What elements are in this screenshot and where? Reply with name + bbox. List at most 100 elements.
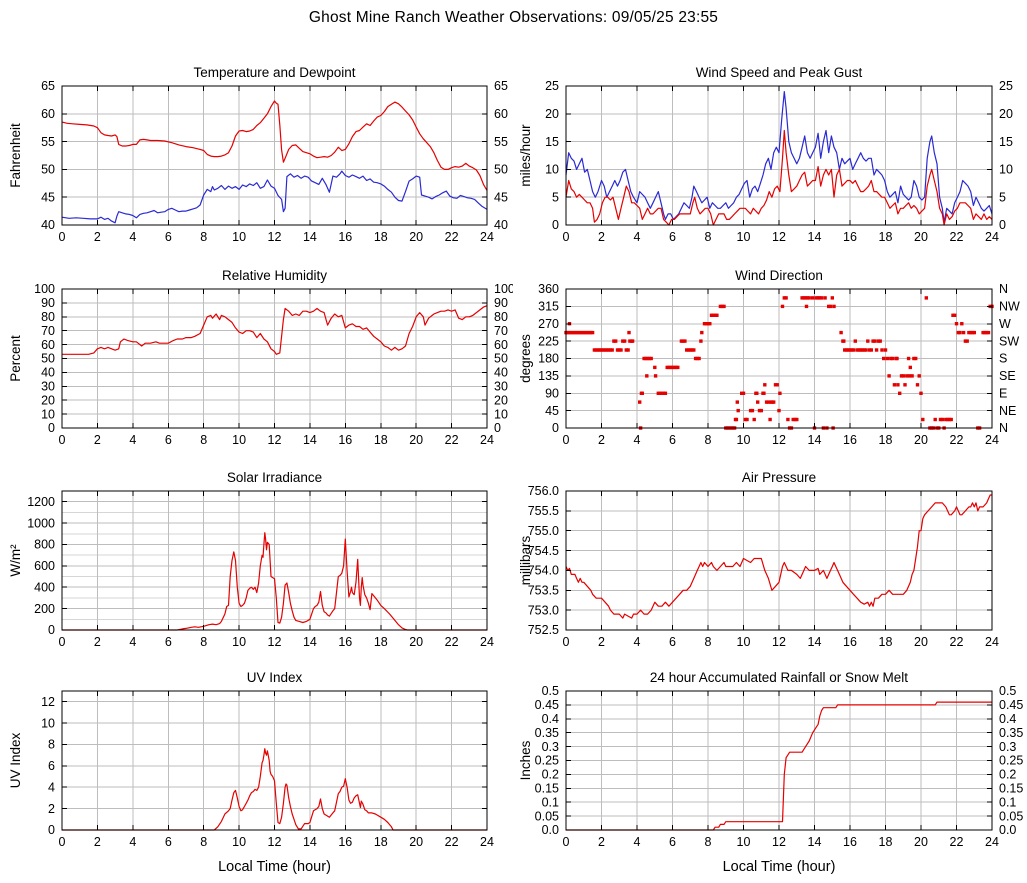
x-tick-label: 18 (374, 835, 388, 849)
y-tick-label: 60 (41, 338, 55, 352)
y-tick-label: 270 (538, 317, 559, 331)
y-tick-label-right: 0.3 (999, 740, 1016, 754)
y-axis-label: Fahrenheit (8, 123, 23, 188)
y-tick-label: 55 (41, 135, 55, 149)
x-tick-label: 4 (129, 230, 136, 244)
x-axis-label: Local Time (hour) (723, 859, 836, 875)
y-tick-label-right: N (999, 421, 1008, 435)
x-tick-label: 2 (94, 835, 101, 849)
y-tick-label-right: 0.1 (999, 795, 1016, 809)
y-axis-label: UV Index (8, 732, 23, 788)
chart-air-pressure: 752.5 753.0 753.5 754.0 754.5 755.0 755.5 756.0… (518, 470, 999, 649)
x-tick-label: 22 (445, 635, 459, 649)
x-tick-label: 20 (409, 230, 423, 244)
x-tick-label: 14 (303, 635, 317, 649)
y-tick-label: 755.5 (528, 504, 559, 518)
x-tick-label: 20 (914, 835, 928, 849)
chart-title: Wind Speed and Peak Gust (696, 65, 863, 80)
y-tick-label: 756.0 (528, 484, 559, 498)
x-tick-label: 12 (772, 230, 786, 244)
y-tick-label-right: 0 (494, 421, 501, 435)
x-tick-label: 8 (200, 635, 207, 649)
y-tick-label: 225 (538, 334, 559, 348)
y-axis-label: W/m² (8, 544, 23, 577)
x-tick-label: 24 (480, 835, 494, 849)
x-tick-label: 4 (129, 835, 136, 849)
y-tick-label: 1200 (27, 495, 55, 509)
y-tick-label: 754.5 (528, 544, 559, 558)
y-tick-label: 65 (41, 79, 55, 93)
y-tick-label: 25 (545, 79, 559, 93)
x-tick-label: 0 (563, 433, 570, 447)
x-tick-label: 18 (879, 635, 893, 649)
y-tick-label-right: NW (999, 300, 1020, 314)
y-tick-label: 0.05 (535, 809, 559, 823)
y-tick-label: 600 (34, 559, 55, 573)
x-tick-label: 22 (950, 835, 964, 849)
y-tick-label-right: 20 (999, 107, 1013, 121)
y-tick-label-right: 45 (494, 190, 508, 204)
y-tick-label-right: 5 (999, 190, 1006, 204)
y-tick-label: 0 (48, 421, 55, 435)
y-tick-label-right: E (999, 386, 1007, 400)
y-tick-label: 10 (41, 407, 55, 421)
y-tick-label: 0.1 (542, 795, 559, 809)
x-tick-label: 0 (59, 835, 66, 849)
series-irradiance (62, 532, 487, 631)
x-tick-label: 20 (409, 835, 423, 849)
x-tick-label: 16 (338, 433, 352, 447)
series-temperature (61, 100, 488, 191)
y-tick-label: 45 (545, 404, 559, 418)
x-tick-label: 0 (563, 835, 570, 849)
x-tick-label: 22 (950, 635, 964, 649)
y-tick-label-right: NE (999, 404, 1016, 418)
y-tick-label-right: 0.35 (999, 726, 1023, 740)
y-axis-label: degrees (518, 334, 533, 383)
chart-cell-uv-index: 0 2 4 6 8 10 12 0 2 4 6 8 10 12 14 16 18 20 22 24 UV Index UV… (0, 660, 513, 878)
y-tick-label-right: 0.05 (999, 809, 1023, 823)
x-tick-label: 0 (59, 230, 66, 244)
y-tick-label: 80 (41, 310, 55, 324)
y-tick-label-right: SE (999, 369, 1016, 383)
y-tick-label-right: 100 (494, 282, 513, 296)
y-tick-label-right: 0.5 (999, 684, 1016, 698)
x-tick-label: 18 (879, 835, 893, 849)
x-tick-label: 8 (705, 635, 712, 649)
x-tick-label: 2 (598, 835, 605, 849)
chart-title: UV Index (247, 670, 303, 685)
x-tick-label: 8 (705, 230, 712, 244)
series-pressure (565, 494, 992, 619)
chart-cell-temperature-dewpoint: 40 45 50 55 60 65 40 45 50 55 60 65 0 2 4 6 8 10 12 14 16 18 2… (0, 55, 513, 255)
y-tick-label: 20 (41, 393, 55, 407)
x-tick-label: 12 (268, 635, 282, 649)
chart-cell-air-pressure: 752.5 753.0 753.5 754.0 754.5 755.0 755.5 756.0… (514, 460, 1027, 660)
x-tick-label: 12 (268, 835, 282, 849)
y-tick-label-right: 10 (494, 407, 508, 421)
y-tick-label: 15 (545, 135, 559, 149)
x-tick-label: 6 (669, 835, 676, 849)
y-tick-label: 4 (48, 780, 55, 794)
x-tick-label: 24 (985, 230, 999, 244)
x-tick-label: 6 (165, 433, 172, 447)
y-tick-label: 5 (552, 190, 559, 204)
x-tick-label: 2 (94, 433, 101, 447)
x-tick-label: 20 (409, 433, 423, 447)
y-tick-label-right: 50 (494, 352, 508, 366)
x-tick-label: 8 (200, 835, 207, 849)
x-tick-label: 4 (634, 835, 641, 849)
y-tick-label-right: 30 (494, 380, 508, 394)
x-tick-label: 18 (374, 433, 388, 447)
y-tick-label: 6 (48, 759, 55, 773)
y-tick-label: 800 (34, 538, 55, 552)
series-wind-speed (565, 129, 993, 226)
y-tick-label: 70 (41, 324, 55, 338)
x-tick-label: 14 (303, 230, 317, 244)
y-tick-label-right: 0.25 (999, 754, 1023, 768)
x-tick-label: 12 (772, 433, 786, 447)
y-tick-label-right: 0.0 (999, 823, 1016, 837)
x-tick-label: 2 (598, 230, 605, 244)
x-tick-label: 4 (129, 433, 136, 447)
x-tick-label: 12 (772, 635, 786, 649)
y-tick-label: 10 (545, 163, 559, 177)
